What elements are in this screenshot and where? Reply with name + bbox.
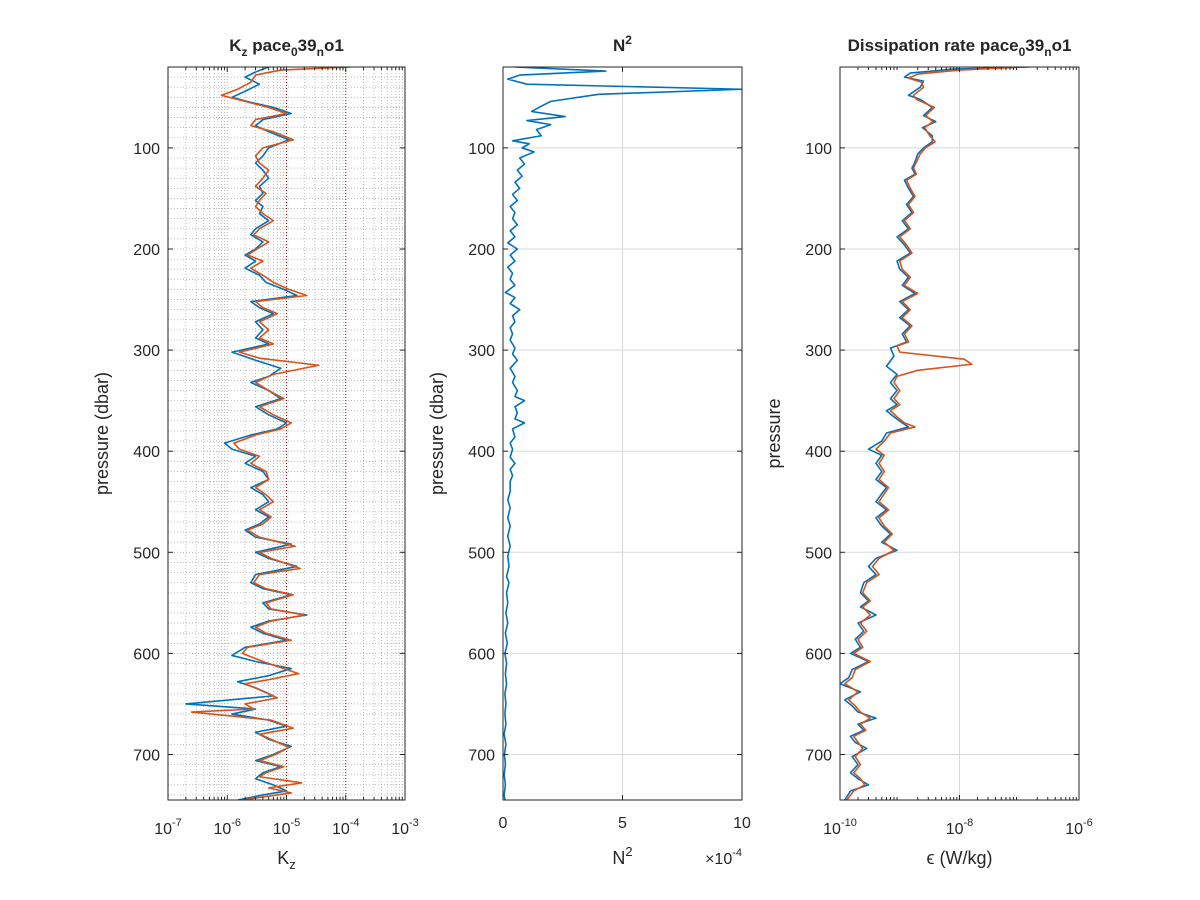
y-tick-label: 500 (805, 545, 832, 562)
panel-n2: 100 200 300 400 500 600 700 0 5 10 N2 N2 ×10-4 pressu… (427, 33, 751, 868)
y-tick-label: 200 (805, 242, 832, 259)
series-line-1 (190, 67, 351, 800)
panel-title: Dissipation rate pace039no1 (848, 36, 1072, 59)
x-tick-label: 10-8 (946, 817, 974, 838)
y-tick-label: 400 (133, 444, 160, 461)
y-tick-label: 600 (805, 646, 832, 663)
y-tick-label: 700 (468, 748, 495, 765)
x-tick-label: 10-4 (332, 817, 360, 838)
x-tick-label: 10 (733, 815, 751, 832)
x-tick-label: 10-3 (391, 817, 419, 838)
x-tick-label: 10-10 (823, 817, 857, 838)
y-tick-label: 300 (805, 343, 832, 360)
y-tick-label: 100 (805, 141, 832, 158)
x-tick-label: 10-6 (213, 817, 241, 838)
series-line-0 (840, 67, 1030, 800)
series-group (185, 67, 351, 800)
y-tick-label: 600 (468, 646, 495, 663)
y-axis-label: pressure (764, 398, 784, 468)
x-tick-label: 5 (618, 815, 627, 832)
panel-kz: 100 200 300 400 500 600 700 10-7 10-6 10-5 10-4 10-… (92, 36, 419, 872)
x-axis-label: Kz (277, 848, 296, 872)
y-tick-label: 500 (133, 545, 160, 562)
series-line-1 (843, 67, 1025, 800)
series-group (503, 67, 742, 800)
y-tick-label: 700 (805, 748, 832, 765)
series-line-0 (503, 67, 742, 800)
series-group (840, 67, 1030, 800)
y-tick-label: 400 (805, 444, 832, 461)
y-axis-label: pressure (dbar) (92, 372, 112, 495)
x-axis-label: N2 (612, 844, 632, 868)
x-tick-label: 10-5 (273, 817, 301, 838)
y-tick-label: 100 (133, 141, 160, 158)
panel-title: N2 (613, 33, 632, 55)
y-tick-label: 500 (468, 545, 495, 562)
y-tick-label: 300 (468, 343, 495, 360)
y-tick-label: 700 (133, 748, 160, 765)
y-tick-label: 300 (133, 343, 160, 360)
y-axis-label: pressure (dbar) (427, 372, 447, 495)
x-tick-label: 0 (499, 815, 508, 832)
y-tick-label: 200 (468, 242, 495, 259)
y-tick-label: 600 (133, 646, 160, 663)
x-tick-label: 10-7 (154, 817, 182, 838)
y-tick-label: 100 (468, 141, 495, 158)
panel-title: Kz pace039no1 (229, 36, 344, 59)
x-axis-multiplier: ×10-4 (705, 847, 742, 868)
x-axis-label: ϵ (W/kg) (927, 848, 993, 868)
y-tick-label: 200 (133, 242, 160, 259)
y-tick-label: 400 (468, 444, 495, 461)
panel-dissipation: 100 200 300 400 500 600 700 10-10 10-8 10-6 Dissip… (764, 36, 1093, 868)
grid (167, 66, 405, 800)
x-tick-label: 10-6 (1065, 817, 1093, 838)
